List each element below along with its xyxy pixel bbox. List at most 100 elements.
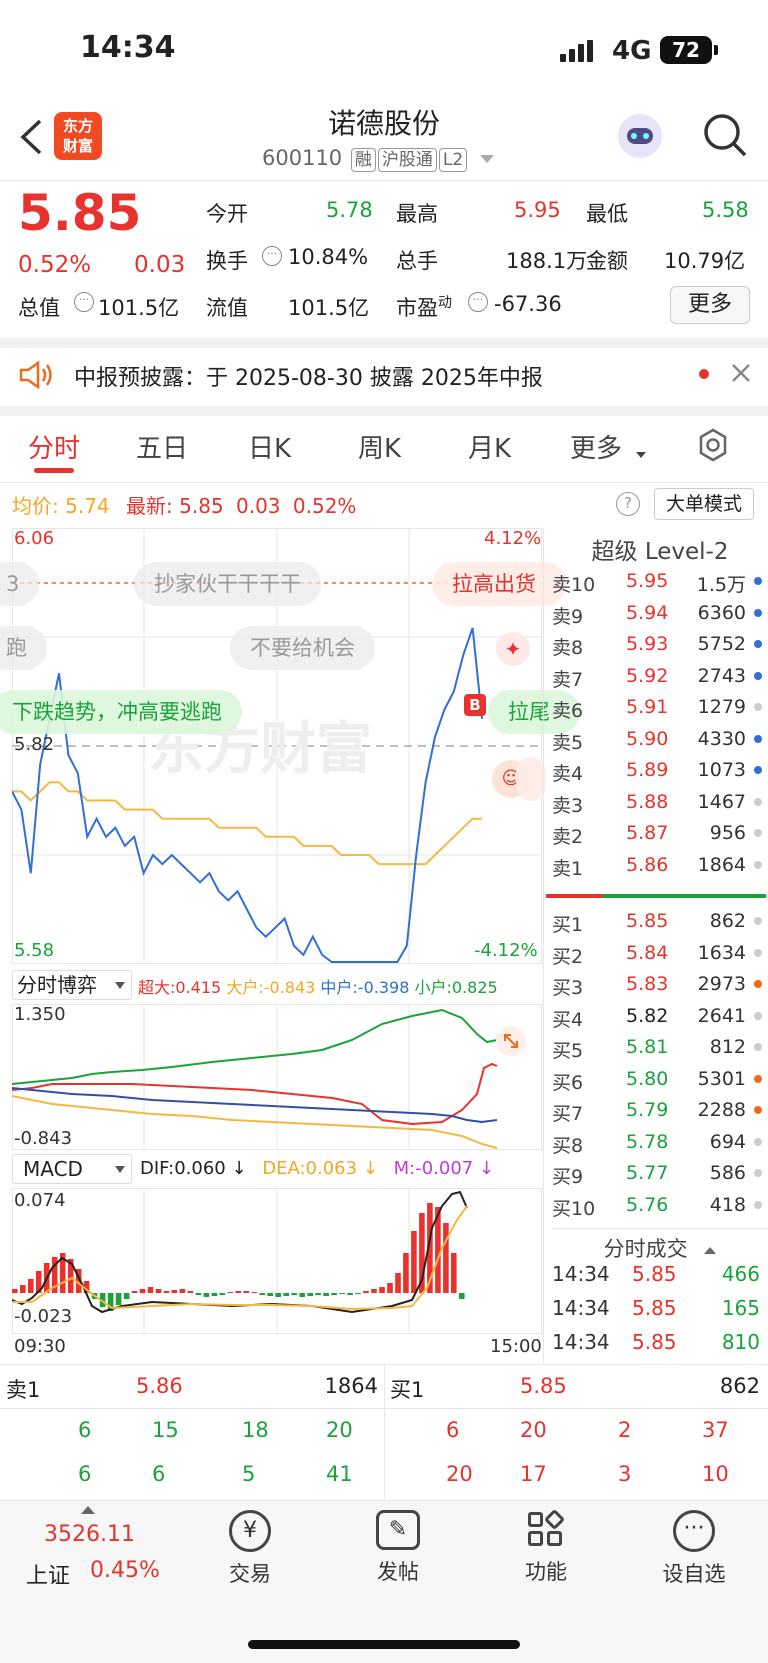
bid-price: 5.79 (626, 1099, 669, 1121)
close-icon[interactable] (730, 362, 752, 384)
bid-label: 买7 (552, 1103, 584, 1125)
ask-label: 卖7 (552, 668, 584, 691)
bid-row[interactable]: 买8 5.78 694 (552, 1127, 768, 1159)
tab-intraday[interactable]: 分时 (28, 434, 81, 464)
ask-row[interactable]: 卖4 5.89 1073 (552, 755, 768, 787)
ask-row[interactable]: 卖6 5.91 1279 (552, 692, 768, 724)
more-button[interactable]: 更多 (670, 286, 750, 324)
flow-dot (754, 829, 762, 837)
ask-row[interactable]: 卖8 5.93 5752 (552, 629, 768, 661)
low-value: 5.58 (702, 198, 749, 222)
footer (0, 1500, 768, 1663)
info-icon[interactable]: ··· (262, 246, 282, 266)
bid-row[interactable]: 买7 5.79 2288 (552, 1095, 768, 1127)
macd-bar (259, 1293, 266, 1295)
change-value: 0.03 (134, 252, 186, 278)
tab-monthly-k[interactable]: 月K (468, 434, 512, 464)
bid-row[interactable]: 买5 5.81 812 (552, 1032, 768, 1064)
ask-row[interactable]: 卖9 5.94 6360 (552, 598, 768, 630)
info-icon[interactable]: ··· (468, 292, 488, 312)
ask-label: 卖10 (552, 574, 596, 596)
gear-icon[interactable] (696, 428, 730, 462)
macd-bar (307, 1293, 313, 1296)
ask-label: 卖9 (552, 605, 584, 628)
comment-bubble-green[interactable]: 下跌趋势，冲高要逃跑 (0, 690, 242, 734)
ask-row[interactable]: 卖1 5.86 1864 (552, 850, 768, 882)
robot-avatar-icon[interactable] (618, 114, 662, 158)
macd-bar (203, 1293, 210, 1297)
macd-bar (283, 1293, 289, 1296)
comment-bubble[interactable]: 抄家伙干干干干 (134, 562, 321, 606)
ask-row[interactable]: 卖2 5.87 956 (552, 818, 768, 850)
big-order-mode-button[interactable]: 大单模式 (654, 488, 754, 520)
flow-dot (754, 1137, 762, 1146)
large-line (12, 1095, 498, 1149)
bid-price: 5.77 (626, 1162, 669, 1184)
tab-underline (34, 468, 74, 473)
ask-row[interactable]: 卖10 5.95 1.5万 (552, 566, 768, 598)
comment-bubble[interactable]: 3 (0, 562, 40, 606)
ask-label: 卖4 (552, 763, 584, 785)
macd-bar (347, 1293, 353, 1295)
post-button[interactable]: ✎ 发帖 (348, 1510, 448, 1586)
ask-row[interactable]: 卖5 5.90 4330 (552, 724, 768, 756)
macd-legend: DIF:0.060 ↓ DEA:0.063 ↓ M:-0.007 ↓ (140, 1158, 495, 1179)
orderbook-title[interactable]: 超级 Level-2 (591, 539, 729, 565)
high-value: 5.95 (514, 198, 561, 222)
back-icon[interactable] (18, 118, 44, 156)
queue-buy-order: 3 (618, 1462, 632, 1486)
game-selector[interactable]: 分时博弈 (12, 970, 132, 1000)
y-axis-top: 6.06 (14, 528, 55, 549)
macd-bar (363, 1291, 369, 1293)
macd-histogram (12, 1203, 465, 1311)
notice-text[interactable]: 中报预披露：于 2025-08-30 披露 2025年中报 (74, 366, 543, 391)
ask-row[interactable]: 卖7 5.92 2743 (552, 661, 768, 693)
bid-row[interactable]: 买2 5.84 1634 (552, 938, 768, 970)
search-icon[interactable] (702, 112, 748, 158)
queue-sell-order: 6 (78, 1418, 92, 1442)
bid-row[interactable]: 买9 5.77 586 (552, 1158, 768, 1190)
flow-dot (754, 797, 762, 806)
battery-level: 72 (672, 38, 700, 62)
game-legend: 超大:0.415 大户:-0.843 中户:-0.398 小户:0.825 (138, 978, 498, 997)
volume-label: 总手 (396, 249, 438, 273)
macd-selector[interactable]: MACD (12, 1154, 132, 1184)
comment-bubble[interactable]: 不要给机会 (230, 626, 375, 670)
ask-row[interactable]: 卖3 5.88 1467 (552, 787, 768, 819)
game-chart[interactable] (12, 1004, 542, 1150)
bid-row[interactable]: 买3 5.83 2973 (552, 969, 768, 1001)
intraday-chart[interactable]: 东方财富 (12, 528, 542, 964)
dea-line (12, 1205, 468, 1311)
tab-more[interactable]: 更多 (570, 434, 623, 464)
add-watchlist-button[interactable]: ··· 设自选 (644, 1510, 744, 1588)
tab-daily-k[interactable]: 日K (248, 434, 292, 464)
macd-bar (403, 1253, 409, 1293)
bid-row[interactable]: 买6 5.80 5301 (552, 1064, 768, 1096)
help-icon[interactable]: ? (616, 492, 640, 516)
functions-button[interactable]: 功能 (496, 1508, 596, 1586)
battery-icon: 72 (660, 36, 712, 64)
tab-weekly-k[interactable]: 周K (358, 434, 402, 464)
comment-bubble-red[interactable] (516, 757, 546, 801)
expand-icon[interactable] (496, 1026, 526, 1056)
index-value[interactable]: 3526.11 (44, 1522, 135, 1547)
comment-bubble[interactable]: 跑 (0, 626, 47, 670)
chevron-up-icon[interactable] (81, 1506, 95, 1514)
bid-row[interactable]: 买4 5.82 2641 (552, 1001, 768, 1033)
info-icon[interactable]: ··· (74, 292, 94, 312)
tab-5day[interactable]: 五日 (136, 434, 189, 464)
orderbook-panel (543, 528, 768, 1364)
yen-icon: ¥ (229, 1510, 271, 1552)
trade-button[interactable]: ¥ 交易 (200, 1510, 300, 1588)
book-divider (546, 894, 766, 898)
macd-chart[interactable] (12, 1188, 542, 1334)
bid-row[interactable]: 买1 5.85 862 (552, 906, 768, 938)
bid-row[interactable]: 买10 5.76 418 (552, 1190, 768, 1222)
ask-price: 5.94 (626, 601, 669, 624)
macd-bar (227, 1292, 234, 1293)
stock-code-row[interactable]: 600110 融沪股通 L2 (262, 146, 522, 172)
buy-marker[interactable]: B (464, 694, 486, 716)
app-logo: 东方 财富 (54, 112, 102, 160)
ticks-header[interactable]: 分时成交 (552, 1228, 768, 1263)
chevron-up-icon (704, 1246, 717, 1254)
